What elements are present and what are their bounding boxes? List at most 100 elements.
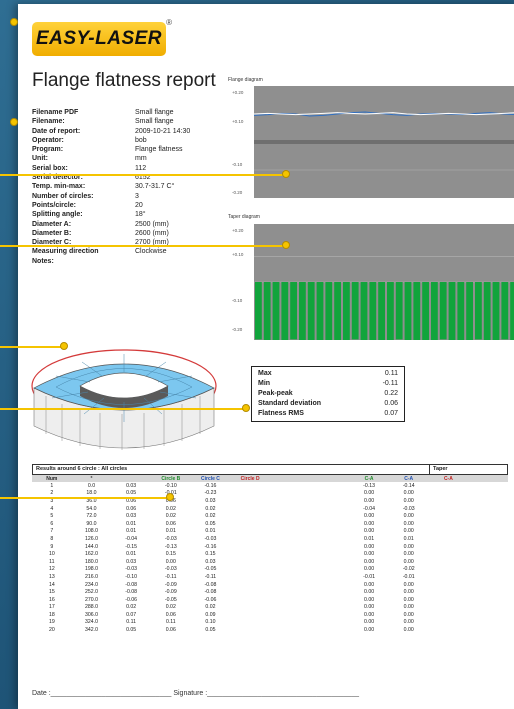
- table-cell: 0.00: [403, 558, 414, 565]
- table-cell: [270, 581, 310, 589]
- table-cell: 0.05: [126, 627, 137, 634]
- taper-tick-3: -0.10: [232, 298, 243, 303]
- info-key: Points/circle:: [32, 201, 76, 209]
- info-key: Serial detector:: [32, 174, 83, 182]
- table-cell: -0.03: [164, 535, 177, 542]
- table-cell: [468, 505, 508, 513]
- table-cell: [310, 566, 350, 574]
- table-cell: [310, 619, 350, 627]
- flange-tick-2: +0.10: [232, 119, 244, 124]
- info-value: 2009-10-21 14:30: [135, 127, 191, 135]
- table-cell: [310, 543, 350, 551]
- table-cell: 0.00: [364, 619, 375, 626]
- table-cell: [270, 558, 310, 566]
- table-cell: -0.03: [402, 505, 415, 512]
- info-key: Operator:: [32, 136, 64, 144]
- table-cell: [230, 505, 270, 513]
- table-cell: [468, 619, 508, 627]
- taper-bar: [307, 282, 315, 340]
- table-cell: [429, 581, 469, 589]
- table-cell: -0.03: [204, 535, 217, 542]
- info-key: Filename PDF: [32, 109, 79, 116]
- table-cell: [230, 596, 270, 604]
- taper-bar: [422, 282, 429, 340]
- table-cell: -0.11: [165, 573, 177, 580]
- table-header-cell: C-A: [388, 475, 429, 482]
- table-header-cell: °: [71, 475, 112, 482]
- info-row: Measuring direction Clockwise: [32, 247, 242, 256]
- info-key: Temp. min-max:: [32, 183, 86, 191]
- table-cell: 0.00: [364, 566, 375, 573]
- table-cell: [310, 497, 350, 505]
- info-value: 112: [135, 164, 147, 172]
- table-cell: 0.00: [364, 627, 375, 634]
- table-cell: [468, 611, 508, 619]
- table-row: 4 54.0 0.06 0.02 0.02 -0.04 -0.03: [32, 505, 508, 513]
- table-cell: [230, 550, 270, 558]
- table-cell: 54.0: [86, 505, 97, 512]
- table-cell: [270, 490, 310, 498]
- table-cell: 0.05: [205, 520, 216, 527]
- table-cell: [310, 581, 350, 589]
- date-label: Date: [32, 690, 47, 697]
- table-cell: [270, 619, 310, 627]
- table-cell: [270, 520, 310, 528]
- callout-dot-logo: [10, 18, 18, 26]
- stat-row: Standard deviation 0.06: [258, 399, 398, 409]
- taper-bar: [334, 282, 341, 340]
- table-cell: -0.04: [363, 505, 375, 512]
- table-cell: [230, 573, 270, 581]
- callout-leader-3d: [0, 346, 64, 348]
- table-cell: 0.00: [364, 528, 375, 535]
- taper-bar: [483, 282, 491, 340]
- table-header-cell: C-A: [349, 475, 389, 482]
- table-cell: -0.05: [164, 596, 177, 603]
- report-info-list: Filename PDF Small flange Filename: Small f…: [32, 108, 242, 266]
- table-cell: -0.01: [402, 573, 415, 580]
- table-cell: 3: [50, 497, 54, 504]
- info-row: Filename: Small flange: [32, 117, 242, 126]
- table-cell: 0.02: [126, 604, 137, 611]
- table-cell: 0.01: [126, 551, 137, 558]
- stat-label: Max: [258, 370, 272, 377]
- easy-laser-logo: EASY-LASER ®: [32, 18, 172, 56]
- results-caption-text: Results around 6 circle : All circles: [36, 466, 128, 472]
- info-value: 2600 (mm): [135, 229, 169, 237]
- table-cell: 0.15: [165, 551, 176, 558]
- table-header-cell: C-A: [428, 475, 469, 482]
- flange-tick-1: +0.20: [232, 90, 244, 95]
- logo-registered-mark: ®: [166, 18, 172, 27]
- table-row: 17 288.0 0.02 0.02 0.02 0.00 0.00: [32, 604, 508, 612]
- table-cell: -0.15: [125, 543, 138, 550]
- table-cell: 0.00: [403, 551, 414, 558]
- table-cell: 18.0: [86, 490, 97, 497]
- table-cell: 0.06: [126, 505, 137, 512]
- info-row: Diameter C: 2700 (mm): [32, 238, 242, 247]
- table-cell: [468, 626, 508, 634]
- taper-bar: [351, 282, 359, 340]
- table-cell: [310, 626, 350, 634]
- taper-bar: [448, 282, 456, 340]
- table-cell: 0.00: [364, 589, 375, 596]
- table-header-cell: Circle D: [230, 475, 270, 482]
- callout-dot-3d: [60, 342, 68, 350]
- taper-tick-2: +0.10: [232, 252, 244, 257]
- info-value: bob: [135, 136, 147, 144]
- table-cell: [468, 520, 508, 528]
- callout-dot-taper: [282, 241, 290, 249]
- table-row: 14 234.0 -0.08 -0.09 -0.08 0.00 0.00: [32, 581, 508, 589]
- table-cell: [230, 611, 270, 619]
- table-cell: 0.00: [403, 611, 414, 618]
- table-cell: [270, 505, 310, 513]
- taper-bar: [457, 282, 465, 340]
- table-cell: [468, 596, 508, 604]
- table-cell: [230, 581, 270, 589]
- table-cell: 0.06: [165, 627, 176, 634]
- info-key: Measuring direction: [32, 248, 99, 256]
- table-cell: 0.06: [165, 611, 176, 618]
- info-value: [135, 257, 242, 266]
- stat-value: 0.22: [384, 390, 398, 397]
- info-row: Program: Flange flatness: [32, 145, 242, 154]
- table-cell: [468, 512, 508, 520]
